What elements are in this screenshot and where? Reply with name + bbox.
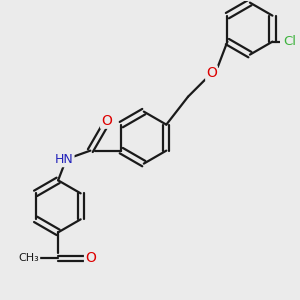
Text: O: O <box>85 251 96 266</box>
Text: HN: HN <box>55 153 74 167</box>
Text: Cl: Cl <box>283 35 296 48</box>
Text: O: O <box>206 66 217 80</box>
Text: CH₃: CH₃ <box>19 254 39 263</box>
Text: O: O <box>101 114 112 128</box>
